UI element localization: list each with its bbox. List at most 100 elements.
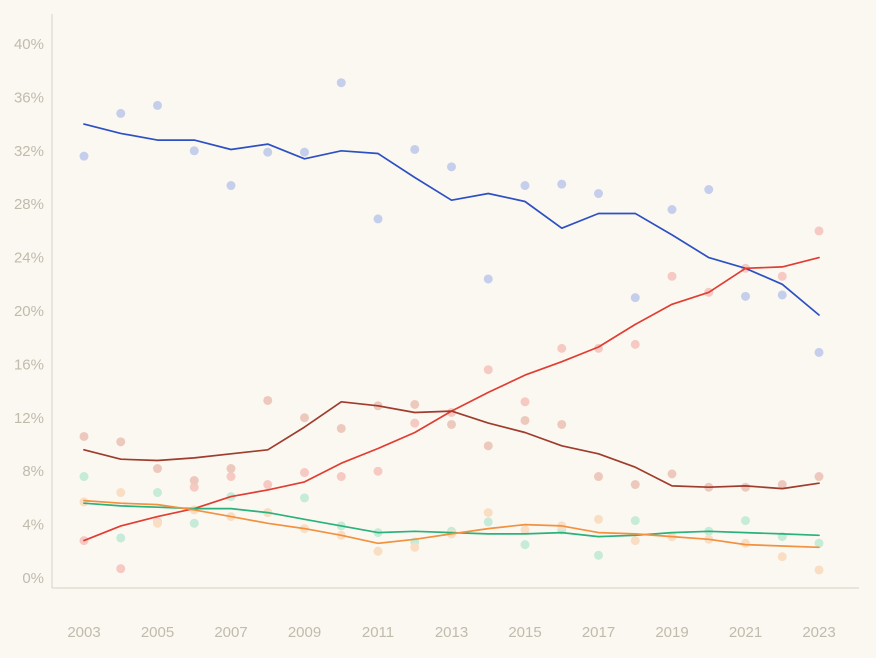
x-tick-label: 2021: [729, 624, 762, 641]
maroon-series-dot: [189, 476, 199, 486]
red-series-dot: [116, 564, 126, 574]
green-series-dot: [814, 538, 824, 548]
green-series-dot: [594, 550, 603, 560]
y-tick-label: 8%: [22, 463, 44, 480]
x-tick-label: 2015: [508, 624, 541, 641]
blue-series-dot: [79, 151, 89, 161]
green-series-dot: [630, 516, 640, 526]
orange-series-dot: [116, 488, 126, 498]
orange-series-dot: [741, 538, 750, 548]
y-tick-label: 24%: [14, 250, 44, 267]
red-series-dot: [630, 339, 640, 349]
x-tick-label: 2013: [435, 624, 468, 641]
red-series-dot: [263, 480, 273, 490]
x-tick-label: 2007: [214, 624, 247, 641]
blue-series-dot: [447, 162, 456, 172]
y-tick-label: 28%: [14, 196, 44, 213]
orange-series-dot: [630, 536, 640, 546]
green-series-dot: [153, 488, 162, 498]
maroon-series-dot: [814, 472, 824, 482]
x-tick-label: 2003: [67, 624, 100, 641]
red-series-dot: [520, 397, 530, 407]
green-series-dot: [741, 516, 750, 526]
x-tick-label: 2009: [288, 624, 321, 641]
orange-series-dot: [410, 542, 420, 552]
maroon-series-dot: [483, 441, 493, 451]
blue-series-dot: [630, 293, 640, 303]
green-series-dot: [79, 472, 89, 482]
y-tick-label: 0%: [22, 570, 44, 587]
blue-series-dot: [226, 181, 236, 191]
red-series-trend-line: [83, 256, 820, 542]
green-series-dot: [483, 517, 493, 527]
y-tick-label: 4%: [22, 517, 44, 534]
orange-series-dot: [483, 508, 493, 518]
blue-series-dot: [373, 214, 383, 224]
blue-series-dot: [557, 179, 567, 189]
red-series-dot: [557, 343, 567, 353]
maroon-series-trend-line: [83, 400, 820, 490]
blue-series-dot: [116, 108, 126, 118]
maroon-series-dot: [630, 480, 640, 490]
blue-series-dot: [667, 205, 677, 215]
blue-series-dot: [410, 144, 420, 154]
blue-series-dot: [263, 147, 273, 157]
y-tick-label: 20%: [14, 303, 44, 320]
red-series-dot: [814, 226, 824, 236]
red-series-dot: [410, 418, 420, 428]
blue-series-dot: [300, 147, 309, 157]
blue-series-dot: [777, 290, 787, 300]
red-series-dot: [226, 472, 236, 482]
maroon-series-dot: [226, 464, 236, 474]
maroon-series-dot: [116, 437, 126, 447]
maroon-series-dot: [263, 395, 273, 405]
maroon-series-dot: [667, 469, 677, 479]
red-series-dot: [336, 472, 346, 482]
red-series-dot: [777, 271, 787, 281]
red-series-dot: [483, 365, 493, 375]
maroon-series-dot: [594, 472, 603, 482]
orange-series-dot: [814, 565, 824, 575]
blue-series-dot: [594, 189, 603, 199]
y-tick-label: 36%: [14, 89, 44, 106]
orange-series-dot: [777, 552, 787, 562]
green-series-trend-line: [83, 502, 820, 538]
green-series-dot: [300, 493, 309, 503]
x-tick-label: 2017: [582, 624, 615, 641]
green-series-dot: [116, 533, 126, 543]
blue-series-dot: [189, 146, 199, 156]
maroon-series-dot: [777, 480, 787, 490]
maroon-series-dot: [557, 419, 567, 429]
orange-series-dot: [373, 546, 383, 556]
green-series-dot: [189, 518, 199, 528]
x-tick-label: 2011: [362, 624, 394, 641]
y-tick-label: 12%: [14, 410, 44, 427]
x-tick-label: 2019: [655, 624, 688, 641]
orange-series-dot: [594, 514, 603, 524]
y-tick-label: 16%: [14, 356, 44, 373]
red-series-dot: [300, 468, 309, 478]
maroon-series-dot: [300, 413, 309, 423]
blue-series-dot: [704, 185, 714, 195]
maroon-series-dot: [153, 464, 162, 474]
blue-series-dot: [483, 274, 493, 284]
blue-series-dot: [814, 347, 824, 357]
blue-series-trend-line: [83, 123, 820, 316]
maroon-series-dot: [336, 423, 346, 433]
maroon-series-dot: [520, 415, 530, 425]
green-series-dot: [520, 540, 530, 550]
maroon-series-dot: [447, 419, 456, 429]
blue-series-dot: [741, 291, 750, 301]
blue-series-dot: [336, 78, 346, 88]
red-series-dot: [667, 271, 677, 281]
orange-series-dot: [520, 525, 530, 535]
orange-series-dot: [79, 497, 89, 507]
x-tick-label: 2023: [802, 624, 835, 641]
maroon-series-dot: [410, 399, 420, 409]
blue-series-dot: [153, 100, 162, 110]
y-tick-label: 40%: [14, 36, 44, 53]
red-series-dot: [189, 482, 199, 492]
maroon-series-dot: [79, 431, 89, 441]
